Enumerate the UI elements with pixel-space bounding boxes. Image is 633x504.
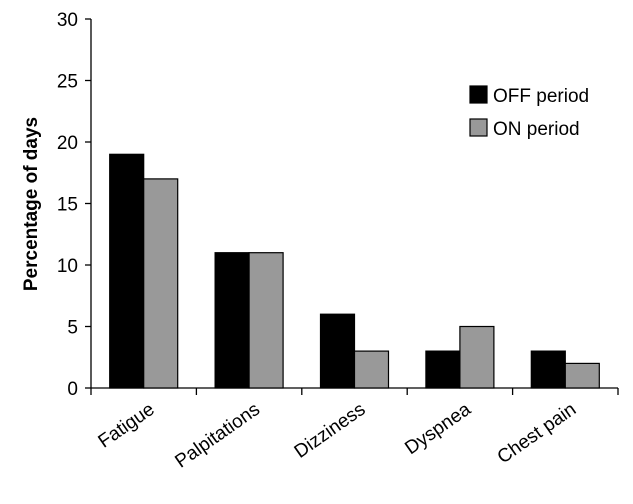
legend: OFF period ON period [469,85,589,140]
bar [214,252,250,389]
x-tick-label: Dizziness [291,399,370,463]
bar [459,325,495,389]
y-tick-label: 30 [57,10,78,31]
x-tick-label: Fatigue [95,399,159,453]
bar [109,153,145,389]
bar [425,350,461,389]
y-tick-label: 5 [67,318,78,339]
y-tick-label: 25 [57,72,78,93]
bar [248,252,284,389]
legend-swatch [469,85,488,104]
bar [564,362,600,389]
y-axis-title: Percentage of days [21,117,42,291]
x-tick-label: Dyspnea [401,399,475,459]
bar [319,313,356,389]
x-tick-label: Chest pain [494,399,580,468]
y-tick-label: 20 [57,133,78,154]
bar [353,350,390,389]
legend-swatch [469,118,488,137]
bars [109,153,600,389]
x-tick-label: Palpitations [171,399,264,473]
y-tick-label: 0 [67,379,78,400]
y-tick-label: 15 [57,195,78,216]
legend-label: OFF period [493,86,589,107]
legend-label: ON period [493,119,580,140]
bar [143,178,179,389]
bar [530,350,566,389]
y-tick-label: 10 [57,256,78,277]
